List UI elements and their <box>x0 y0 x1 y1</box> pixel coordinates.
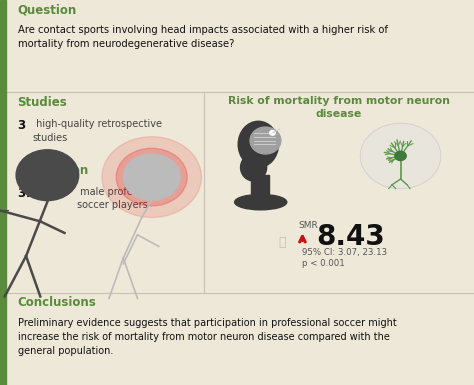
Text: high-quality retrospective
studies: high-quality retrospective studies <box>33 119 162 142</box>
Ellipse shape <box>235 194 287 210</box>
Circle shape <box>16 150 79 201</box>
Text: Question: Question <box>18 4 77 17</box>
Text: 👤: 👤 <box>278 236 286 249</box>
Text: Studies: Studies <box>18 96 67 109</box>
Ellipse shape <box>240 154 266 181</box>
Circle shape <box>395 151 406 161</box>
Circle shape <box>123 154 180 200</box>
Circle shape <box>126 156 177 198</box>
Ellipse shape <box>250 127 281 154</box>
Bar <box>0 293 6 385</box>
Text: Preliminary evidence suggests that participation in professional soccer might
in: Preliminary evidence suggests that parti… <box>18 318 396 356</box>
Text: SMR: SMR <box>298 221 318 230</box>
Text: Are contact sports involving head impacts associated with a higher risk of
morta: Are contact sports involving head impact… <box>18 25 388 49</box>
Ellipse shape <box>238 121 279 167</box>
Text: Population: Population <box>18 164 89 177</box>
Bar <box>251 175 269 196</box>
Text: 95% CI: 3.07, 23.13: 95% CI: 3.07, 23.13 <box>302 248 388 257</box>
Text: 3: 3 <box>18 119 26 132</box>
Text: Risk of mortality from motor neuron
disease: Risk of mortality from motor neuron dise… <box>228 96 450 119</box>
Circle shape <box>102 137 201 218</box>
Text: p < 0.001: p < 0.001 <box>302 259 345 268</box>
Bar <box>0 92 6 293</box>
Circle shape <box>270 131 275 135</box>
Text: 8.43: 8.43 <box>317 223 385 251</box>
Text: male professional
soccer players: male professional soccer players <box>77 187 166 210</box>
Text: Conclusions: Conclusions <box>18 296 96 310</box>
Bar <box>0 0 6 92</box>
Circle shape <box>116 148 187 206</box>
Circle shape <box>360 123 441 189</box>
Text: 37,065: 37,065 <box>18 187 63 200</box>
